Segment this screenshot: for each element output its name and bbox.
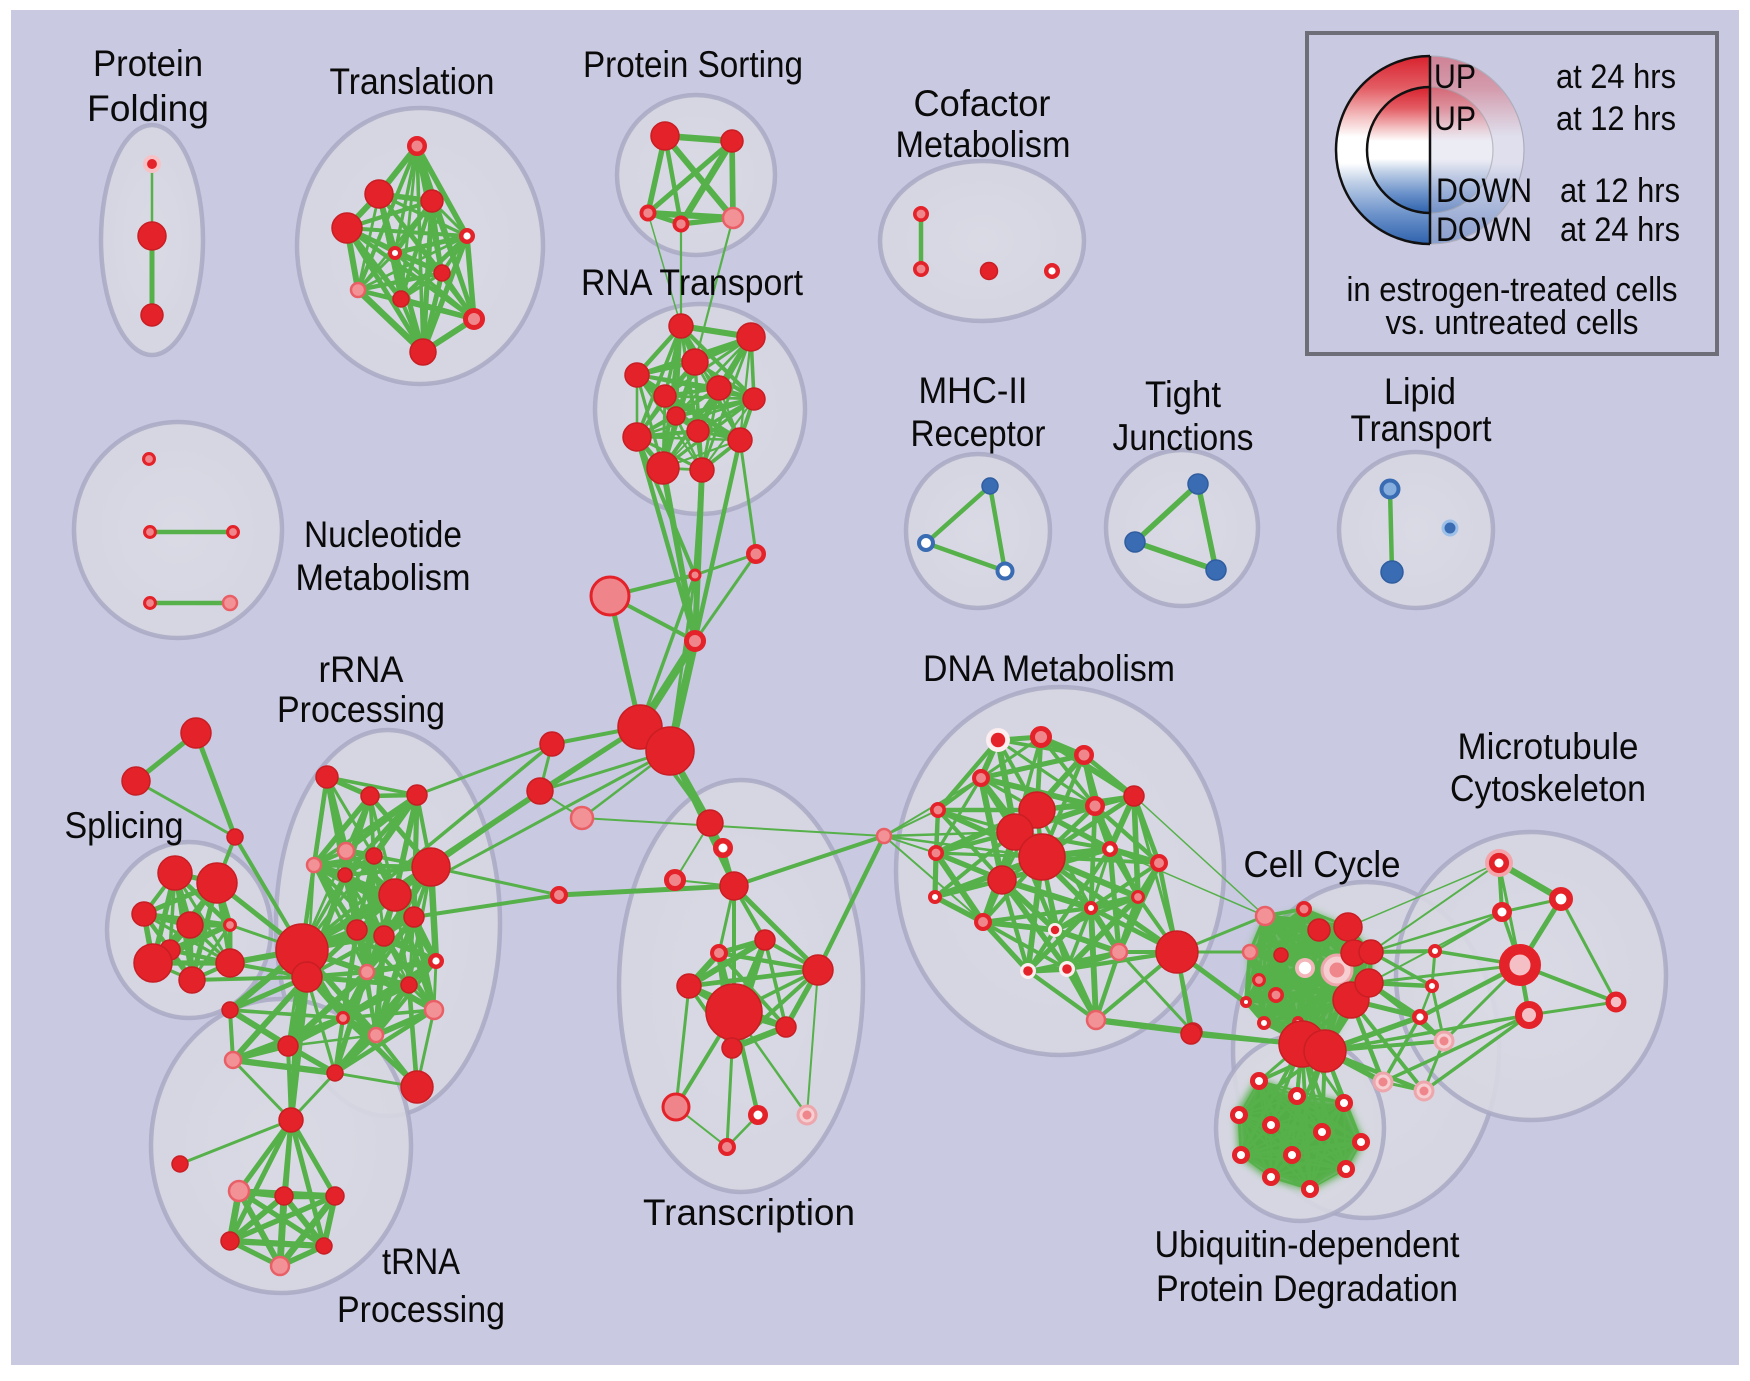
svg-text:Junctions: Junctions — [1113, 417, 1254, 458]
svg-text:Transcription: Transcription — [643, 1192, 855, 1233]
svg-text:Nucleotide: Nucleotide — [304, 514, 462, 555]
svg-text:Translation: Translation — [330, 61, 495, 102]
svg-text:MHC-II: MHC-II — [919, 370, 1028, 411]
svg-text:RNA Transport: RNA Transport — [581, 262, 804, 303]
svg-text:Processing: Processing — [277, 689, 445, 730]
svg-text:DOWN: DOWN — [1436, 172, 1532, 210]
svg-text:rRNA: rRNA — [319, 649, 404, 690]
svg-text:at 24 hrs: at 24 hrs — [1560, 211, 1680, 249]
svg-text:Splicing: Splicing — [65, 805, 184, 846]
svg-text:Tight: Tight — [1145, 374, 1222, 415]
svg-text:Cytoskeleton: Cytoskeleton — [1450, 768, 1646, 809]
svg-text:Ubiquitin-dependent: Ubiquitin-dependent — [1155, 1224, 1461, 1265]
svg-text:UP: UP — [1434, 100, 1476, 138]
svg-text:at 24 hrs: at 24 hrs — [1556, 58, 1676, 96]
svg-text:DNA Metabolism: DNA Metabolism — [923, 648, 1175, 689]
svg-text:Metabolism: Metabolism — [296, 557, 471, 598]
svg-text:tRNA: tRNA — [382, 1241, 460, 1282]
svg-text:at 12 hrs: at 12 hrs — [1560, 172, 1680, 210]
svg-text:Protein Sorting: Protein Sorting — [583, 44, 803, 85]
svg-text:Receptor: Receptor — [911, 413, 1046, 454]
svg-text:Protein: Protein — [93, 43, 203, 84]
svg-text:Lipid: Lipid — [1384, 371, 1456, 412]
svg-text:UP: UP — [1434, 58, 1476, 96]
svg-text:Processing: Processing — [337, 1289, 505, 1330]
svg-text:Cofactor: Cofactor — [914, 83, 1051, 124]
svg-text:Transport: Transport — [1351, 408, 1493, 449]
svg-text:Folding: Folding — [87, 88, 209, 129]
svg-text:at 12 hrs: at 12 hrs — [1556, 100, 1676, 138]
svg-text:Microtubule: Microtubule — [1458, 726, 1639, 767]
svg-text:Cell Cycle: Cell Cycle — [1244, 844, 1401, 885]
svg-text:vs. untreated cells: vs. untreated cells — [1386, 304, 1639, 342]
svg-text:Metabolism: Metabolism — [896, 124, 1071, 165]
svg-text:DOWN: DOWN — [1436, 211, 1532, 249]
svg-text:in estrogen-treated cells: in estrogen-treated cells — [1347, 271, 1678, 309]
svg-text:Protein Degradation: Protein Degradation — [1156, 1268, 1458, 1309]
